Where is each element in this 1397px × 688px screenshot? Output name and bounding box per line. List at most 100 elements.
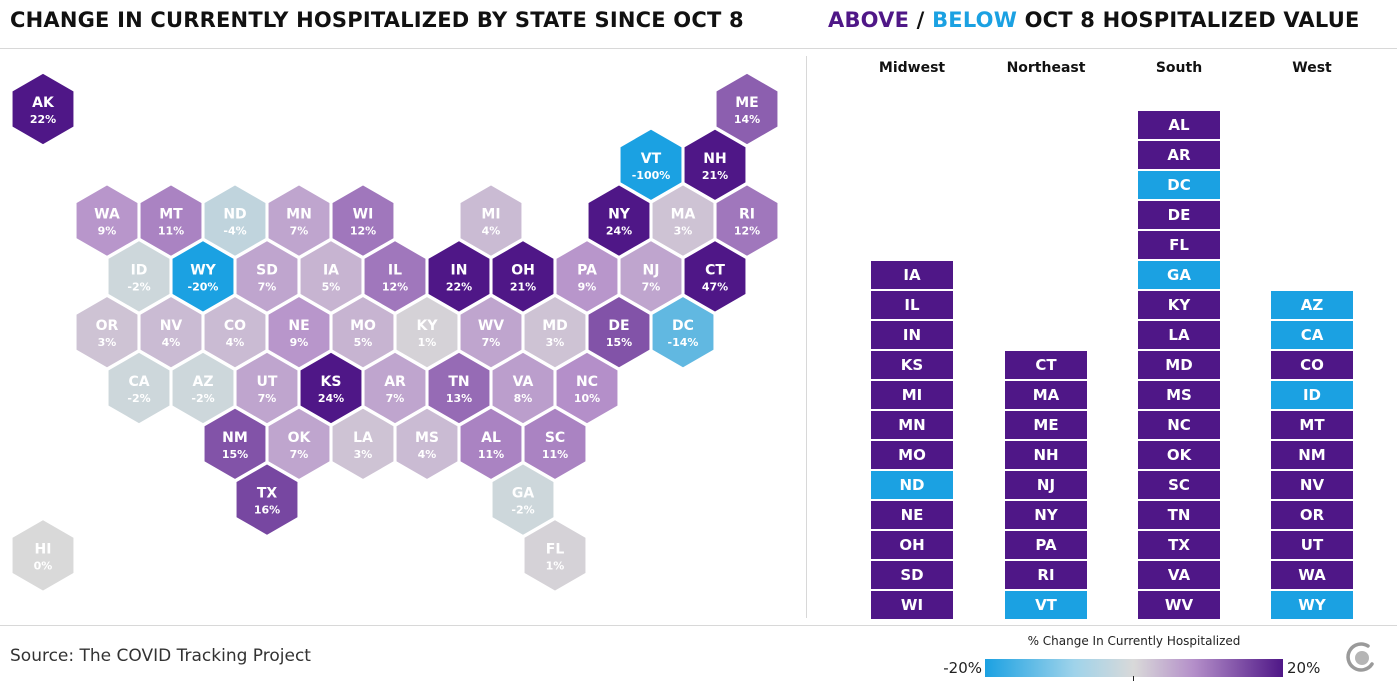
region-bar-wy: WY [1271, 591, 1353, 619]
state-pct-label: -2% [127, 392, 150, 405]
state-abbr-label: AR [384, 374, 406, 390]
region-bar-il: IL [871, 291, 953, 319]
state-abbr-label: CT [705, 262, 725, 278]
region-bar-tn: TN [1138, 501, 1220, 529]
state-pct-label: 24% [606, 225, 632, 238]
state-hex-mt: MT 11% [139, 183, 203, 258]
state-hex-shape [491, 462, 555, 537]
state-hex-shape [11, 72, 75, 146]
state-abbr-label: FL [546, 541, 565, 557]
state-hex-fl: FL 1% [523, 518, 587, 593]
state-abbr-label: KS [321, 374, 342, 390]
state-pct-label: 4% [226, 336, 245, 349]
state-pct-label: 7% [258, 280, 277, 293]
state-hex-tn: TN 13% [427, 351, 491, 425]
state-pct-label: 7% [642, 280, 661, 293]
state-pct-label: 22% [30, 113, 56, 126]
state-pct-label: 3% [98, 336, 117, 349]
top-divider [0, 48, 1397, 49]
state-pct-label: 11% [158, 225, 184, 238]
state-pct-label: 3% [674, 225, 693, 238]
state-hex-ga: GA -2% [491, 462, 555, 537]
state-hex-shape [203, 406, 267, 481]
state-hex-shape [459, 295, 523, 370]
state-hex-ut: UT 7% [235, 351, 299, 425]
region-header-midwest: Midwest [878, 60, 946, 76]
state-hex-shape [75, 295, 139, 370]
state-abbr-label: NV [160, 318, 183, 334]
state-hex-shape [107, 351, 171, 425]
legend-max-label: 20% [1287, 659, 1321, 677]
state-hex-shape [523, 295, 587, 370]
region-bar-al: AL [1138, 111, 1220, 139]
state-hex-shape [587, 183, 651, 258]
state-abbr-label: WI [353, 207, 374, 223]
state-hex-va: VA 8% [491, 351, 555, 425]
region-bar-fl: FL [1138, 231, 1220, 259]
state-hex-sd: SD 7% [235, 239, 299, 314]
state-hex-shape [235, 239, 299, 314]
state-hex-shape [75, 183, 139, 258]
state-hex-ne: NE 9% [267, 295, 331, 370]
state-abbr-label: IL [388, 262, 402, 278]
state-abbr-label: ID [131, 262, 148, 278]
state-abbr-label: MO [350, 318, 376, 334]
region-bar-in: IN [871, 321, 953, 349]
state-pct-label: 7% [290, 225, 309, 238]
state-hex-shape [523, 518, 587, 593]
state-hex-shape [171, 239, 235, 314]
state-pct-label: 9% [578, 280, 597, 293]
state-abbr-label: AK [32, 95, 55, 111]
state-abbr-label: NH [703, 151, 726, 167]
state-pct-label: -2% [511, 504, 534, 517]
state-pct-label: 7% [258, 392, 277, 405]
state-abbr-label: OR [96, 318, 119, 334]
state-hex-nv: NV 4% [139, 295, 203, 370]
state-hex-wa: WA 9% [75, 183, 139, 258]
state-abbr-label: KY [417, 318, 439, 334]
state-hex-hi: HI 0% [11, 518, 75, 593]
region-bar-ma: MA [1005, 381, 1087, 409]
state-pct-label: 16% [254, 504, 280, 517]
state-pct-label: 22% [446, 280, 472, 293]
state-pct-label: 4% [482, 225, 501, 238]
state-abbr-label: HI [35, 541, 52, 557]
state-pct-label: 8% [514, 392, 533, 405]
state-hex-shape [395, 406, 459, 481]
state-pct-label: 5% [322, 280, 341, 293]
state-abbr-label: OH [511, 262, 535, 278]
region-bar-ar: AR [1138, 141, 1220, 169]
state-abbr-label: PA [577, 262, 597, 278]
state-hex-shape [491, 239, 555, 314]
state-hex-shape [139, 295, 203, 370]
state-pct-label: 12% [734, 225, 760, 238]
region-bar-sd: SD [871, 561, 953, 589]
region-bar-nv: NV [1271, 471, 1353, 499]
state-pct-label: 24% [318, 392, 344, 405]
state-hex-shape [267, 406, 331, 481]
state-hex-shape [139, 183, 203, 258]
panel-divider [806, 56, 807, 618]
chart-title-left: CHANGE IN CURRENTLY HOSPITALIZED BY STAT… [10, 8, 744, 32]
state-hex-me: ME 14% [715, 72, 779, 146]
region-bar-wv: WV [1138, 591, 1220, 619]
title-separator: / [909, 8, 933, 32]
state-pct-label: -2% [127, 280, 150, 293]
region-bar-wa: WA [1271, 561, 1353, 589]
state-hex-nj: NJ 7% [619, 239, 683, 314]
state-pct-label: 13% [446, 392, 472, 405]
state-hex-shape [715, 183, 779, 258]
state-abbr-label: UT [257, 374, 278, 390]
state-hex-shape [331, 406, 395, 481]
region-bar-ca: CA [1271, 321, 1353, 349]
state-hex-la: LA 3% [331, 406, 395, 481]
legend-gradient-bar [985, 659, 1283, 677]
state-hex-tx: TX 16% [235, 462, 299, 537]
state-hex-mi: MI 4% [459, 183, 523, 258]
state-hex-shape [523, 406, 587, 481]
state-hex-shape [683, 127, 747, 202]
state-abbr-label: CA [128, 374, 149, 390]
state-hex-wy: WY -20% [171, 239, 235, 314]
state-hex-shape [491, 351, 555, 425]
state-hex-shape [427, 351, 491, 425]
